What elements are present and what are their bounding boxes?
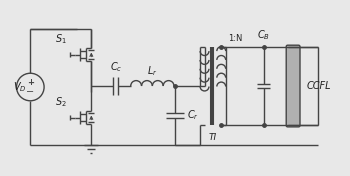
Text: +: + — [27, 78, 34, 87]
Text: −: − — [26, 87, 34, 97]
Text: TI: TI — [209, 133, 217, 142]
Text: V$_D$: V$_D$ — [13, 80, 26, 94]
Text: C$_c$: C$_c$ — [110, 60, 122, 74]
Text: S$_1$: S$_1$ — [55, 32, 67, 46]
Text: C$_r$: C$_r$ — [187, 109, 199, 122]
Text: 1:N: 1:N — [228, 34, 242, 43]
Text: CCFL: CCFL — [307, 81, 331, 91]
Text: S$_2$: S$_2$ — [55, 95, 67, 109]
FancyBboxPatch shape — [286, 45, 300, 127]
Text: C$_B$: C$_B$ — [257, 28, 270, 42]
Text: L$_r$: L$_r$ — [147, 64, 158, 78]
